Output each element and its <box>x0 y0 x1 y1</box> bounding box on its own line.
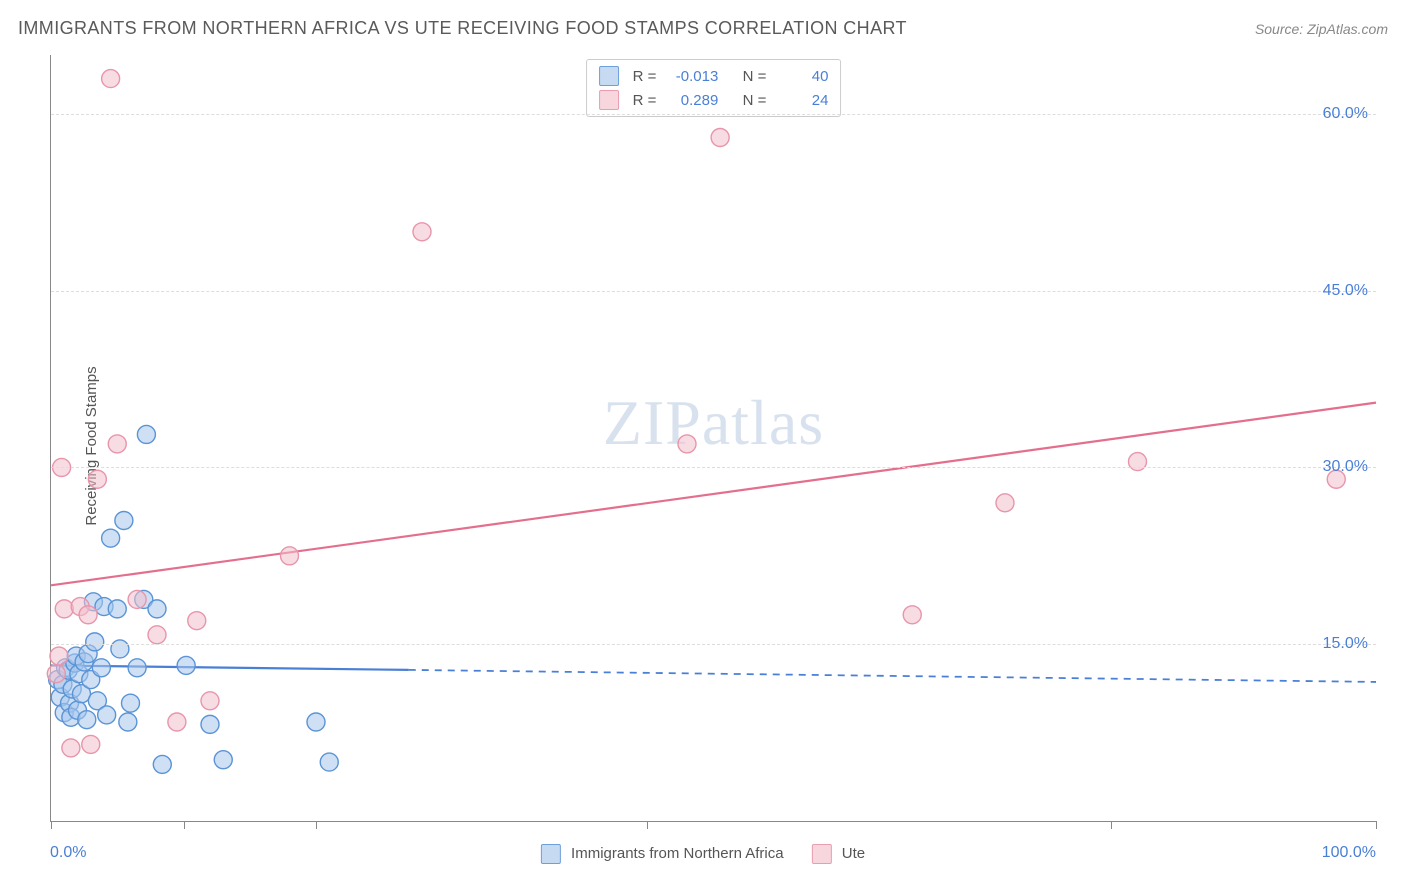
legend-swatch-naf <box>599 66 619 86</box>
scatter-plot: ZIPatlas R = -0.013 N = 40 R = 0.289 N =… <box>50 55 1376 822</box>
data-point-ute <box>678 435 696 453</box>
legend-item: Immigrants from Northern Africa <box>541 844 784 864</box>
data-point-naf <box>307 713 325 731</box>
data-point-naf <box>177 656 195 674</box>
gridline <box>51 467 1376 468</box>
legend-n-label: N = <box>743 68 767 85</box>
data-point-naf <box>111 640 129 658</box>
data-point-naf <box>115 511 133 529</box>
data-point-ute <box>55 600 73 618</box>
data-point-ute <box>413 223 431 241</box>
legend-r-label: R = <box>633 92 657 109</box>
data-point-ute <box>108 435 126 453</box>
data-point-naf <box>137 425 155 443</box>
legend-n-label: N = <box>743 92 767 109</box>
title-bar: IMMIGRANTS FROM NORTHERN AFRICA VS UTE R… <box>18 18 1388 39</box>
y-tick-label: 45.0% <box>1323 282 1368 300</box>
x-axis-max-label: 100.0% <box>1322 844 1376 862</box>
data-point-ute <box>62 739 80 757</box>
data-point-naf <box>108 600 126 618</box>
gridline <box>51 291 1376 292</box>
data-point-naf <box>119 713 137 731</box>
legend-swatch-ute <box>812 844 832 864</box>
source-link[interactable]: ZipAtlas.com <box>1307 21 1388 37</box>
x-tick <box>1111 821 1112 829</box>
x-tick <box>1376 821 1377 829</box>
data-point-naf <box>86 633 104 651</box>
legend-r-value-ute: 0.289 <box>664 92 718 109</box>
data-point-ute <box>47 665 65 683</box>
legend-swatch-naf <box>541 844 561 864</box>
data-point-naf <box>78 711 96 729</box>
data-point-ute <box>903 606 921 624</box>
data-point-naf <box>201 715 219 733</box>
legend-series-label: Immigrants from Northern Africa <box>571 845 784 862</box>
y-tick-label: 30.0% <box>1323 458 1368 476</box>
data-point-ute <box>128 590 146 608</box>
data-point-naf <box>214 751 232 769</box>
gridline <box>51 114 1376 115</box>
series-legend: Immigrants from Northern Africa Ute <box>541 844 865 864</box>
legend-swatch-ute <box>599 90 619 110</box>
data-point-ute <box>102 70 120 88</box>
x-tick <box>184 821 185 829</box>
data-point-ute <box>88 470 106 488</box>
data-point-ute <box>201 692 219 710</box>
source-label: Source: <box>1255 21 1303 37</box>
data-point-naf <box>102 529 120 547</box>
data-point-naf <box>320 753 338 771</box>
data-point-naf <box>148 600 166 618</box>
correlation-legend-row: R = -0.013 N = 40 <box>599 64 829 88</box>
data-point-ute <box>711 128 729 146</box>
y-tick-label: 15.0% <box>1323 635 1368 653</box>
x-tick <box>51 821 52 829</box>
y-tick-label: 60.0% <box>1323 105 1368 123</box>
data-point-ute <box>148 626 166 644</box>
data-point-ute <box>996 494 1014 512</box>
data-point-ute <box>188 612 206 630</box>
data-point-ute <box>50 647 68 665</box>
legend-n-value-ute: 24 <box>774 92 828 109</box>
data-point-ute <box>82 735 100 753</box>
chart-title: IMMIGRANTS FROM NORTHERN AFRICA VS UTE R… <box>18 18 907 39</box>
gridline <box>51 644 1376 645</box>
correlation-legend-row: R = 0.289 N = 24 <box>599 88 829 112</box>
data-point-naf <box>98 706 116 724</box>
legend-r-label: R = <box>633 68 657 85</box>
legend-r-value-naf: -0.013 <box>664 68 718 85</box>
data-point-ute <box>281 547 299 565</box>
points-layer <box>51 55 1376 821</box>
data-point-naf <box>92 659 110 677</box>
x-axis-min-label: 0.0% <box>50 844 86 862</box>
x-tick <box>647 821 648 829</box>
data-point-naf <box>128 659 146 677</box>
legend-item: Ute <box>812 844 866 864</box>
correlation-legend: R = -0.013 N = 40 R = 0.289 N = 24 <box>586 59 842 117</box>
legend-series-label: Ute <box>842 845 865 862</box>
source-attribution: Source: ZipAtlas.com <box>1255 21 1388 37</box>
legend-n-value-naf: 40 <box>774 68 828 85</box>
x-tick <box>316 821 317 829</box>
data-point-ute <box>168 713 186 731</box>
data-point-ute <box>79 606 97 624</box>
data-point-naf <box>122 694 140 712</box>
data-point-naf <box>153 755 171 773</box>
